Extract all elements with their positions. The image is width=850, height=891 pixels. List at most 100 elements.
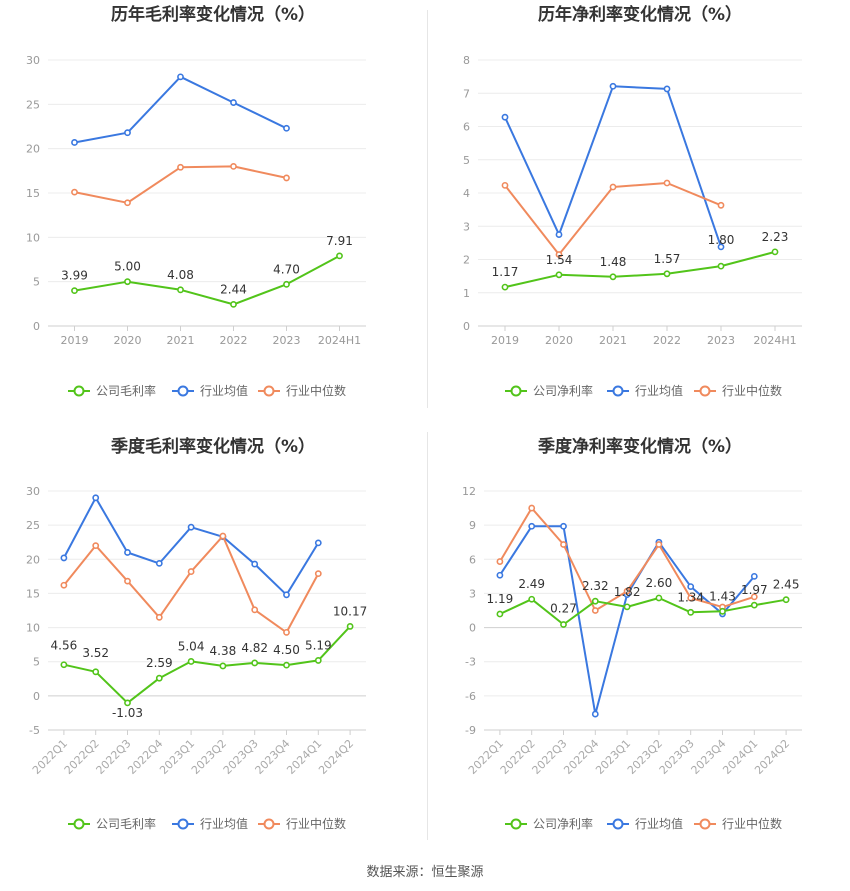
data-point [314,570,322,578]
y-tick-label: -3 [465,656,476,669]
data-point [314,539,322,547]
y-tick-label: -9 [465,724,476,737]
y-tick-label: 3 [463,220,470,233]
data-label: 2.23 [762,230,789,244]
data-label: 1.82 [614,585,641,599]
data-point [609,273,617,281]
y-tick-label: 4 [463,187,470,200]
chart-title: 季度毛利率变化情况（%） [111,436,315,457]
data-point [555,271,563,279]
data-point [555,231,563,238]
y-tick-label: 9 [469,519,476,532]
x-tick-label: 2024Q2 [316,737,356,777]
y-tick-label: -6 [465,690,476,703]
y-tick-label: 20 [26,143,40,156]
legend-marker [612,818,624,830]
x-tick-label: 2020 [114,334,142,347]
x-tick-label: 2019 [491,334,519,347]
y-tick-label: 2 [463,254,470,267]
data-point [71,139,78,146]
data-point [177,163,184,171]
data-point [609,82,617,90]
data-point [230,99,237,106]
y-tick-label: 7 [463,87,470,100]
data-point [71,188,78,196]
y-tick-label: 1 [463,287,470,300]
data-point [92,668,100,676]
legend-marker [73,385,85,397]
data-label: 4.38 [210,644,237,658]
y-tick-label: 0 [33,320,40,333]
series-line [504,182,722,256]
y-tick-label: 6 [463,121,470,134]
y-tick-label: 15 [26,587,40,600]
data-point [251,560,259,568]
data-label: 1.97 [741,583,768,597]
data-point [187,568,195,575]
legend-marker [510,385,522,397]
data-point [623,587,631,595]
legend-label: 行业均值 [635,816,683,831]
y-tick-label: 25 [26,519,40,532]
data-point [555,251,563,258]
data-point [219,662,227,670]
data-label: 2.45 [773,578,800,592]
legend-label: 行业均值 [200,816,248,831]
data-point [501,113,509,121]
data-label: 2.32 [582,579,609,593]
data-point [230,162,237,170]
data-point [609,183,617,191]
x-tick-label: 2024Q2 [752,737,792,777]
legend-label: 行业中位数 [286,816,346,831]
legend-label: 行业均值 [635,383,683,398]
data-label: 1.57 [654,252,681,266]
data-point [528,504,536,512]
data-point [750,601,758,609]
legend-marker [612,385,624,397]
data-point [717,201,725,209]
data-point [283,591,290,599]
data-point [771,248,779,256]
y-tick-label: 3 [469,587,476,600]
data-point [155,559,163,567]
data-point [687,583,695,590]
y-tick-label: 0 [469,622,476,635]
series-line [63,535,320,634]
data-point [251,659,259,667]
data-label: 3.52 [82,646,109,660]
data-point [528,595,536,603]
y-tick-label: 0 [463,320,470,333]
data-point [591,607,599,614]
legend-label: 公司净利率 [533,816,593,831]
data-label: 1.80 [708,233,735,247]
data-point [124,199,131,207]
data-point [717,243,725,251]
data-label: 4.50 [273,643,300,657]
y-tick-label: -5 [29,724,40,737]
y-tick-label: 6 [469,553,476,566]
y-tick-label: 25 [26,98,40,111]
data-label: 1.54 [546,253,573,267]
data-label: 5.19 [305,638,332,652]
y-tick-label: 5 [33,656,40,669]
data-point [314,657,322,664]
y-tick-label: 30 [26,485,40,498]
series-line [504,250,776,289]
data-point [177,286,184,294]
data-point [283,124,290,132]
legend-marker [510,818,522,830]
legend-label: 公司毛利率 [96,816,156,831]
data-label: 5.00 [114,260,141,274]
y-tick-label: 0 [33,690,40,703]
data-label: 4.56 [51,639,78,653]
x-tick-label: 2022 [220,334,248,347]
x-tick-label: 2023 [707,334,735,347]
data-label: 2.60 [646,576,673,590]
data-point [591,597,599,605]
data-point [230,300,237,308]
data-point [346,623,354,630]
data-point [750,572,758,580]
vertical-divider-bottom [427,432,428,840]
legend-label: 行业中位数 [722,383,782,398]
